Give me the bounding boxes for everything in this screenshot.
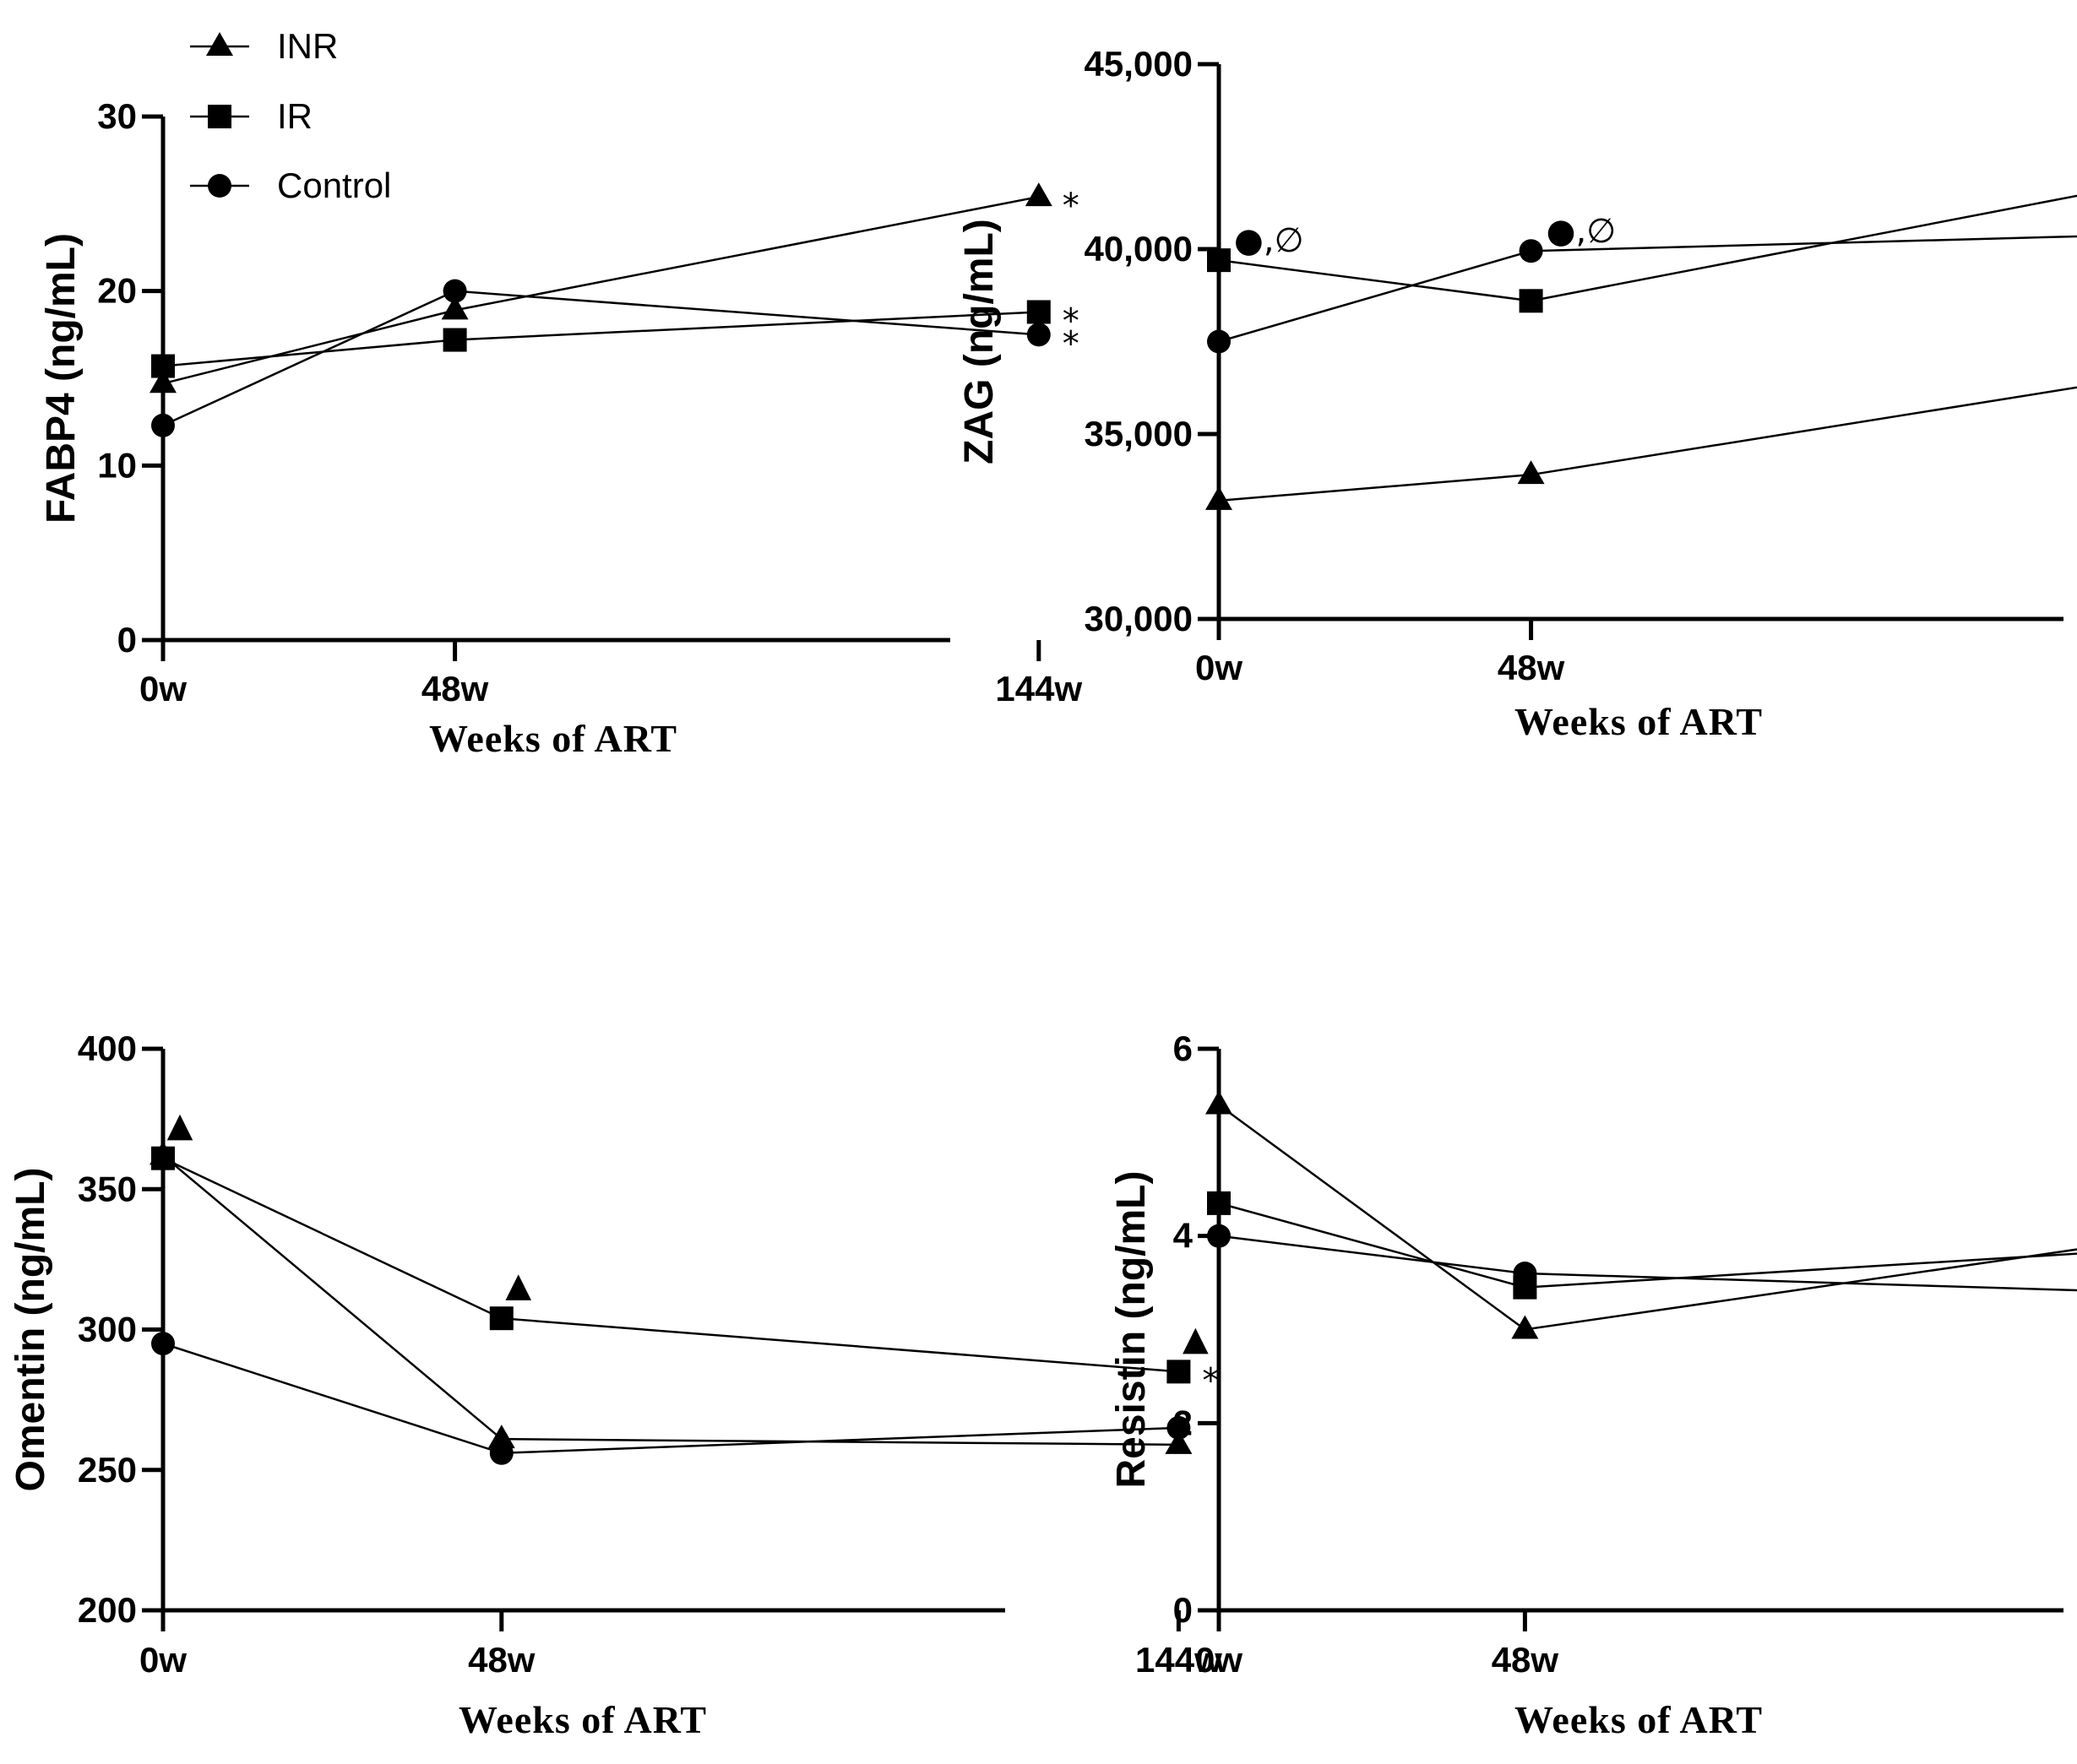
annotation-mark: * — [1063, 324, 1079, 363]
y-tick-label: 35,000 — [1085, 414, 1193, 453]
x-tick-label: 48w — [421, 669, 489, 708]
y-tick-label: 300 — [78, 1310, 137, 1349]
point-inr-48w — [441, 296, 469, 320]
series-line-inr — [1218, 386, 2077, 502]
point-inr-144w — [1025, 182, 1052, 207]
y-axis-title: Resistin (ng/mL) — [1109, 1170, 1154, 1488]
point-control-144w — [1026, 323, 1051, 347]
y-tick-label: 40,000 — [1085, 229, 1193, 269]
point-control-48w — [1519, 239, 1543, 263]
legend-label: Control — [277, 166, 391, 205]
point-ir-0w — [151, 354, 175, 378]
y-axis-title: FABP4 (ng/mL) — [39, 233, 84, 524]
y-tick-label: 20 — [97, 271, 137, 311]
legend-item-ir: IR — [190, 96, 313, 136]
point-ir-48w — [443, 328, 467, 352]
legend: INR IR Control — [190, 26, 391, 205]
legend-circle-icon — [208, 174, 231, 198]
series-line-control — [1218, 1235, 2077, 1292]
x-axis-title: Weeks of ART — [429, 717, 677, 760]
x-tick-label: 0w — [139, 669, 187, 708]
point-ir-0w — [1207, 248, 1231, 273]
x-axis-title: Weeks of ART — [1514, 1698, 1763, 1741]
series-line-ir — [162, 1157, 1179, 1373]
y-tick-label: 6 — [1173, 1029, 1193, 1068]
series-line-control — [1218, 235, 2077, 343]
y-axis-title: ZAG (ng/mL) — [957, 219, 1002, 464]
x-tick-label: 0w — [1195, 1640, 1242, 1680]
x-axis-title: Weeks of ART — [1514, 700, 1763, 743]
point-control-0w — [1207, 1224, 1231, 1248]
legend-square-icon — [208, 105, 231, 128]
x-tick-label: 0w — [1195, 648, 1242, 687]
chart-panel-3: 200 250 300 350 400 0w 48w 144w Weeks of ART Omen… — [8, 1029, 1222, 1741]
y-tick-label: 200 — [78, 1590, 137, 1630]
point-ir-0w — [151, 1146, 175, 1170]
x-tick-label: 144w — [995, 669, 1082, 708]
chart-panel-2: 30,000 35,000 40,000 45,000 0w 48w 144w Weeks o… — [957, 44, 2077, 743]
annotation-mark: * — [1063, 187, 1079, 225]
y-tick-label: 2 — [1173, 1403, 1193, 1442]
annotation-mark: * — [1063, 301, 1079, 340]
series-line-inr — [162, 1154, 1179, 1446]
point-ir-144w — [1166, 1360, 1191, 1384]
y-tick-label: 30 — [97, 96, 137, 136]
x-axis-title: Weeks of ART — [459, 1698, 707, 1741]
annotation-mark: * — [1202, 1361, 1219, 1400]
annotation-mark: ▲ — [1183, 1319, 1209, 1358]
chart-panel-1: 0 10 20 30 0w 48w 144w Weeks of ART FABP4 (ng/mL… — [39, 96, 1083, 760]
legend-triangle-icon — [206, 32, 233, 56]
point-ir-48w — [489, 1306, 514, 1331]
y-axis-title: Omentin (ng/mL) — [8, 1168, 53, 1492]
annotation-mark: ▲ — [505, 1266, 531, 1305]
chart-panel-4: 0 2 4 6 0w 48w 144w Weeks of ART Resistin (ng/mL… — [1109, 1029, 2077, 1741]
point-ir-0w — [1207, 1191, 1231, 1215]
y-tick-label: 0 — [117, 620, 137, 659]
y-tick-label: 45,000 — [1085, 44, 1193, 84]
y-tick-label: 4 — [1173, 1216, 1193, 1256]
y-tick-label: 400 — [78, 1029, 137, 1068]
point-inr-144w — [1165, 1430, 1193, 1454]
legend-label: INR — [277, 26, 338, 66]
series-line-inr — [162, 195, 1040, 385]
point-control-48w — [1513, 1262, 1537, 1285]
y-tick-label: 250 — [78, 1450, 137, 1490]
x-tick-label: 48w — [1498, 648, 1565, 687]
y-tick-label: 0 — [1173, 1590, 1193, 1630]
point-control-0w — [1207, 329, 1231, 354]
point-inr-48w — [1511, 1315, 1539, 1339]
y-tick-label: 350 — [78, 1169, 137, 1208]
point-control-144w — [1166, 1415, 1191, 1440]
point-inr-48w — [1517, 460, 1545, 485]
annotation-mark: ●,∅ — [1234, 221, 1303, 260]
series-line-ir — [162, 311, 1039, 367]
annotation-mark: ●,∅ — [1547, 212, 1616, 251]
legend-item-inr: INR — [190, 26, 338, 66]
series-line-control — [162, 290, 1039, 426]
y-tick-label: 10 — [97, 445, 137, 485]
point-control-48w — [489, 1441, 514, 1465]
x-tick-label: 48w — [1492, 1640, 1559, 1680]
point-control-0w — [151, 413, 175, 437]
x-tick-label: 0w — [139, 1640, 187, 1680]
point-inr-0w — [150, 369, 177, 394]
legend-item-control: Control — [190, 166, 391, 205]
annotation-mark: ▲ — [167, 1106, 193, 1145]
point-control-0w — [151, 1332, 175, 1356]
y-tick-label: 30,000 — [1085, 599, 1193, 638]
x-tick-label: 48w — [468, 1640, 536, 1680]
series-line-ir — [1218, 1202, 2077, 1289]
point-inr-48w — [487, 1425, 515, 1449]
x-tick-label: 144w — [1135, 1640, 1222, 1680]
point-control-48w — [443, 279, 467, 303]
legend-label: IR — [277, 96, 313, 136]
series-line-inr — [1218, 1104, 2077, 1331]
point-inr-0w — [1205, 486, 1232, 510]
point-ir-144w — [1026, 300, 1051, 324]
point-inr-0w — [1205, 1090, 1232, 1115]
point-ir-48w — [1519, 289, 1543, 313]
